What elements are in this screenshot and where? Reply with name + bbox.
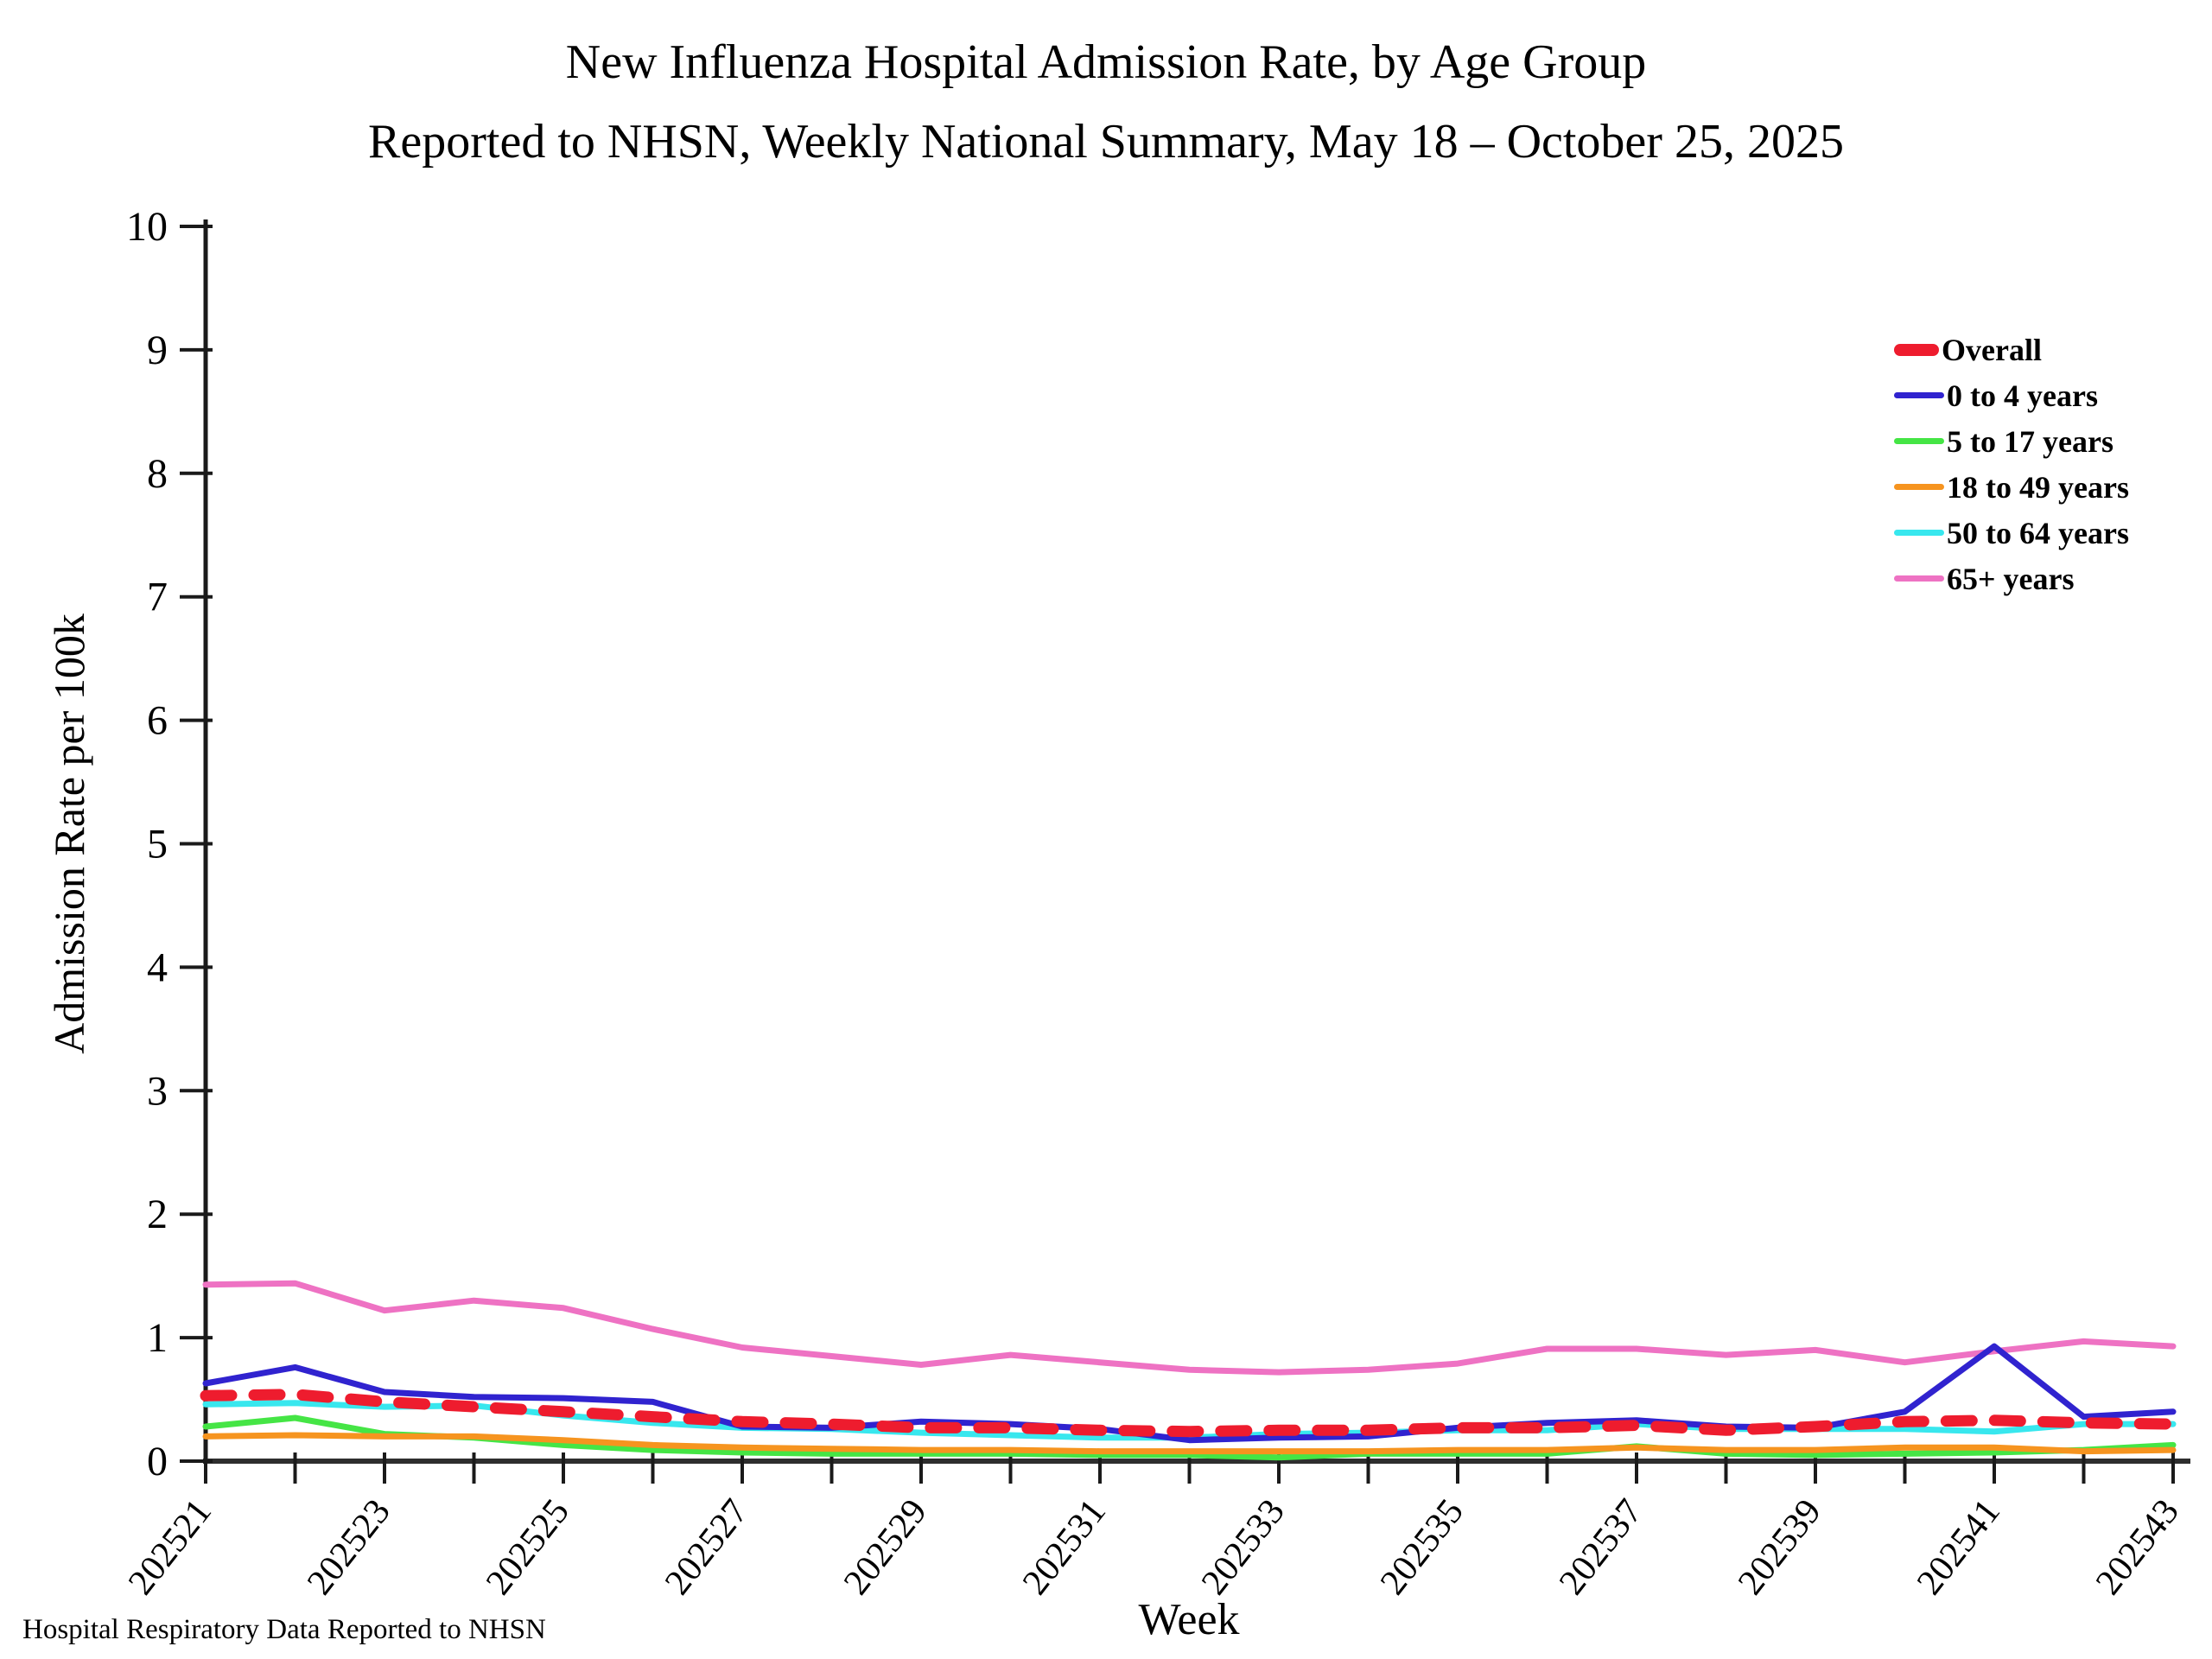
x-tick-label: 202533 [1194, 1492, 1293, 1603]
page-title: New Influenza Hospital Admission Rate, b… [565, 35, 1647, 89]
legend-item-5-to-17: 5 to 17 years [1894, 418, 2129, 464]
y-tick-label: 7 [147, 575, 168, 620]
legend-label: 0 to 4 years [1947, 378, 2098, 413]
x-tick-label: 202523 [300, 1492, 398, 1603]
legend-swatch-18-to-49 [1894, 484, 1944, 490]
legend-label: 18 to 49 years [1947, 469, 2129, 505]
series-line-5-to-17-years [202, 1414, 2177, 1461]
legend-swatch-5-to-17 [1894, 438, 1944, 444]
legend-label: 50 to 64 years [1947, 515, 2129, 550]
legend: Overall 0 to 4 years 5 to 17 years 18 to… [1894, 327, 2129, 601]
y-tick-label: 1 [147, 1315, 168, 1361]
legend-item-0-to-4: 0 to 4 years [1894, 372, 2129, 418]
x-tick-label: 202543 [2088, 1492, 2187, 1603]
legend-swatch-overall [1894, 343, 1939, 356]
x-tick-label: 202525 [479, 1492, 577, 1603]
legend-item-50-to-64: 50 to 64 years [1894, 510, 2129, 556]
y-tick-label: 9 [147, 327, 168, 373]
x-tick-label: 202521 [121, 1492, 219, 1603]
y-tick-label: 3 [147, 1068, 168, 1114]
legend-label: 5 to 17 years [1947, 423, 2113, 459]
y-tick-label: 4 [147, 944, 168, 990]
y-tick-label: 0 [147, 1439, 168, 1484]
series-line-18-to-49-years [202, 1432, 2177, 1455]
x-axis-title: Week [1138, 1595, 1240, 1644]
x-tick-label: 202529 [836, 1492, 935, 1603]
legend-item-65-plus: 65+ years [1894, 556, 2129, 601]
x-tick-label: 202535 [1373, 1492, 1471, 1603]
y-tick-label: 6 [147, 698, 168, 744]
page-subtitle: Reported to NHSN, Weekly National Summar… [368, 115, 1844, 168]
legend-item-overall: Overall [1894, 327, 2129, 372]
x-tick-label: 202541 [1910, 1492, 2008, 1603]
legend-label: Overall [1942, 332, 2042, 367]
footer-note: Hospital Respiratory Data Reported to NH… [22, 1614, 546, 1645]
y-tick-label: 2 [147, 1192, 168, 1237]
y-tick-label: 8 [147, 451, 168, 497]
y-tick-label: 5 [147, 822, 168, 868]
x-tick-label: 202527 [658, 1492, 756, 1603]
x-tick-label: 202539 [1731, 1492, 1829, 1603]
x-tick-label: 202531 [1015, 1492, 1114, 1603]
x-tick-label: 202537 [1552, 1492, 1650, 1603]
legend-swatch-0-to-4 [1894, 392, 1944, 398]
legend-swatch-65-plus [1894, 575, 1944, 582]
y-axis-title: Admission Rate per 100k [45, 613, 93, 1054]
series-line-65-years [202, 1280, 2177, 1376]
legend-label: 65+ years [1947, 561, 2075, 596]
y-tick-label: 10 [126, 204, 168, 250]
legend-swatch-50-to-64 [1894, 530, 1944, 536]
series-line-overall [200, 1389, 2179, 1438]
legend-item-18-to-49: 18 to 49 years [1894, 464, 2129, 510]
